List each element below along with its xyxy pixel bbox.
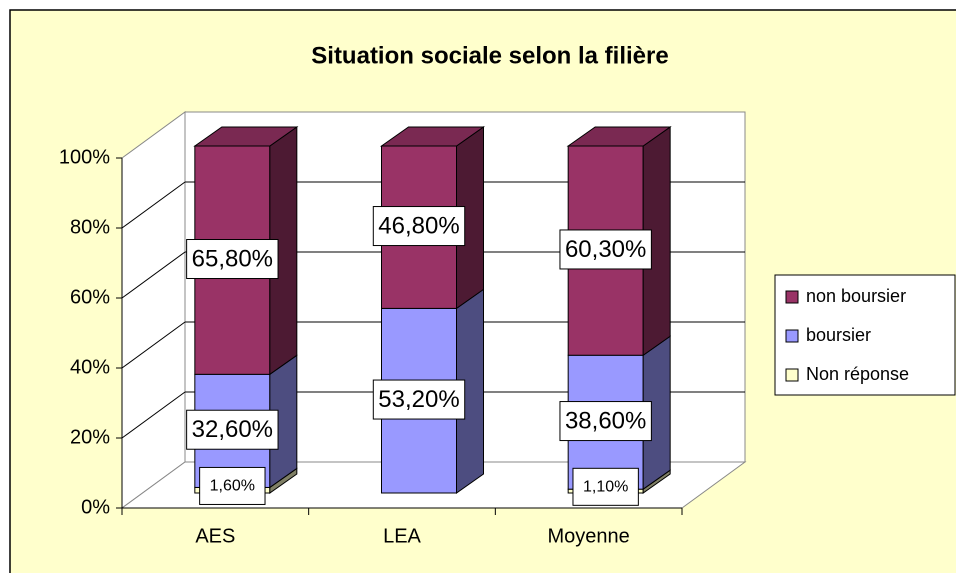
data-label: 60,30% bbox=[565, 236, 646, 263]
grid-line bbox=[121, 181, 186, 229]
bar-top bbox=[193, 126, 299, 147]
y-tick-label: 0% bbox=[81, 496, 110, 518]
data-label: 46,80% bbox=[378, 213, 459, 240]
bar-top bbox=[566, 126, 672, 147]
grid-line bbox=[121, 251, 186, 299]
x-tick-label: Moyenne bbox=[548, 525, 630, 547]
legend-swatch bbox=[785, 329, 799, 343]
data-label: 38,60% bbox=[565, 408, 646, 435]
chart-title: Situation sociale selon la filière bbox=[311, 42, 668, 69]
data-label-box bbox=[372, 206, 466, 247]
legend-label: Non réponse bbox=[806, 364, 909, 384]
data-label-box bbox=[572, 467, 639, 506]
x-tick-label: AES bbox=[195, 525, 235, 547]
data-label: 53,20% bbox=[378, 386, 459, 413]
x-tick-label: LEA bbox=[383, 525, 421, 547]
data-label-box bbox=[559, 401, 652, 442]
data-label: 65,80% bbox=[192, 246, 273, 273]
legend-label: non boursier bbox=[806, 286, 906, 306]
y-tick-label: 40% bbox=[70, 356, 110, 378]
data-label: 32,60% bbox=[192, 416, 273, 443]
legend-swatch bbox=[785, 290, 799, 304]
bar-top bbox=[379, 126, 486, 147]
data-label: 1,60% bbox=[210, 477, 255, 494]
y-tick-label: 20% bbox=[70, 426, 110, 448]
y-tick-label: 100% bbox=[59, 146, 110, 168]
legend bbox=[774, 274, 956, 396]
data-label-box bbox=[559, 229, 652, 270]
data-label: 1,10% bbox=[583, 478, 628, 495]
data-label-box bbox=[199, 466, 266, 505]
grid-line bbox=[121, 321, 186, 369]
side-wall bbox=[121, 111, 186, 509]
grid-line bbox=[121, 391, 186, 439]
legend-label: boursier bbox=[806, 325, 871, 345]
data-label-box bbox=[186, 409, 279, 450]
y-tick-label: 80% bbox=[70, 216, 110, 238]
y-tick-label: 60% bbox=[70, 286, 110, 308]
data-label-box bbox=[186, 239, 279, 280]
legend-swatch bbox=[785, 368, 799, 382]
data-label-box bbox=[372, 379, 466, 420]
